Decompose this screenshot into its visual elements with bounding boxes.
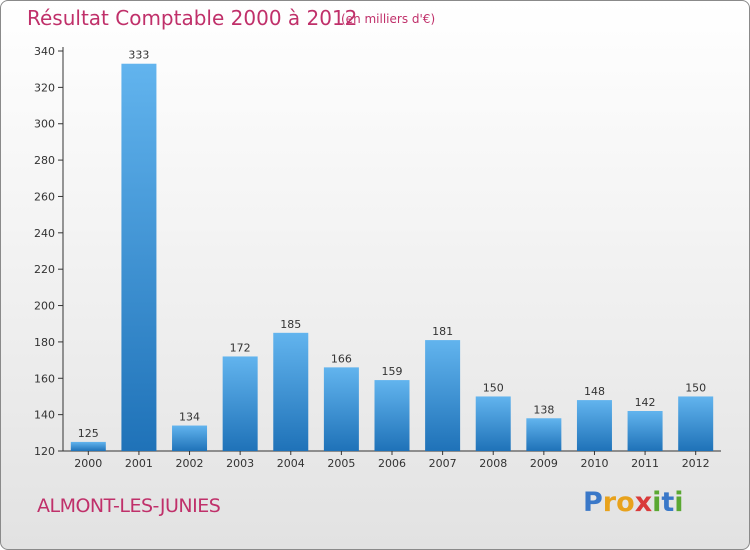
y-tick-label: 260 xyxy=(34,190,55,203)
bar xyxy=(222,356,258,451)
bar xyxy=(273,332,309,451)
bar xyxy=(627,411,663,451)
bar xyxy=(374,380,410,451)
logo-letter: P xyxy=(583,487,603,518)
logo-letter: x xyxy=(634,487,653,518)
bar xyxy=(475,396,511,451)
chart-subtitle: (en milliers d'€) xyxy=(341,12,436,26)
y-tick-label: 320 xyxy=(34,81,55,94)
data-label: 185 xyxy=(280,318,301,331)
y-tick-label: 240 xyxy=(34,227,55,240)
y-tick-label: 140 xyxy=(34,409,55,422)
y-tick-label: 160 xyxy=(34,372,55,385)
data-label: 138 xyxy=(533,403,554,416)
bar xyxy=(678,396,714,451)
data-label: 166 xyxy=(331,352,352,365)
x-tick-label: 2012 xyxy=(682,457,710,470)
commune-name: ALMONT-LES-JUNIES xyxy=(37,495,221,517)
x-tick-label: 2004 xyxy=(277,457,305,470)
bar xyxy=(121,63,157,452)
bar xyxy=(425,340,461,451)
bar xyxy=(172,425,208,451)
data-label: 159 xyxy=(382,365,403,378)
logo-letter: i xyxy=(652,487,662,518)
bar xyxy=(323,367,359,451)
data-label: 150 xyxy=(685,381,706,394)
x-tick-label: 2009 xyxy=(530,457,558,470)
data-label: 134 xyxy=(179,411,200,424)
x-tick-label: 2003 xyxy=(226,457,254,470)
x-tick-label: 2011 xyxy=(631,457,659,470)
x-tick-label: 2002 xyxy=(176,457,204,470)
x-tick-label: 2007 xyxy=(429,457,457,470)
data-label: 172 xyxy=(230,341,251,354)
x-tick-label: 2000 xyxy=(74,457,102,470)
x-tick-label: 2008 xyxy=(479,457,507,470)
x-tick-label: 2001 xyxy=(125,457,153,470)
y-tick-label: 200 xyxy=(34,300,55,313)
x-tick-label: 2006 xyxy=(378,457,406,470)
y-tick-label: 300 xyxy=(34,118,55,131)
y-tick-label: 280 xyxy=(34,154,55,167)
data-label: 148 xyxy=(584,385,605,398)
chart-title: Résultat Comptable 2000 à 2012 xyxy=(27,6,358,30)
bar xyxy=(70,441,106,451)
y-tick-label: 120 xyxy=(34,445,55,458)
data-label: 181 xyxy=(432,325,453,338)
y-tick-label: 220 xyxy=(34,263,55,276)
x-tick-label: 2005 xyxy=(327,457,355,470)
logo-letter: t xyxy=(661,487,675,518)
bar xyxy=(576,400,612,451)
y-tick-label: 180 xyxy=(34,336,55,349)
bar xyxy=(526,418,562,451)
data-label: 150 xyxy=(483,381,504,394)
bar-chart: 120 140 160 180 200 220 240 260 280 300 320 340 125… xyxy=(34,45,721,470)
logo-letter: o xyxy=(616,487,635,518)
data-label: 333 xyxy=(128,49,149,62)
y-tick-label: 340 xyxy=(34,45,55,58)
x-tick-label: 2010 xyxy=(580,457,608,470)
logo-letter: i xyxy=(674,487,684,518)
data-label: 142 xyxy=(635,396,656,409)
logo-letter: r xyxy=(602,487,617,518)
data-label: 125 xyxy=(78,427,99,440)
proxiti-logo: Proxiti xyxy=(583,487,684,518)
